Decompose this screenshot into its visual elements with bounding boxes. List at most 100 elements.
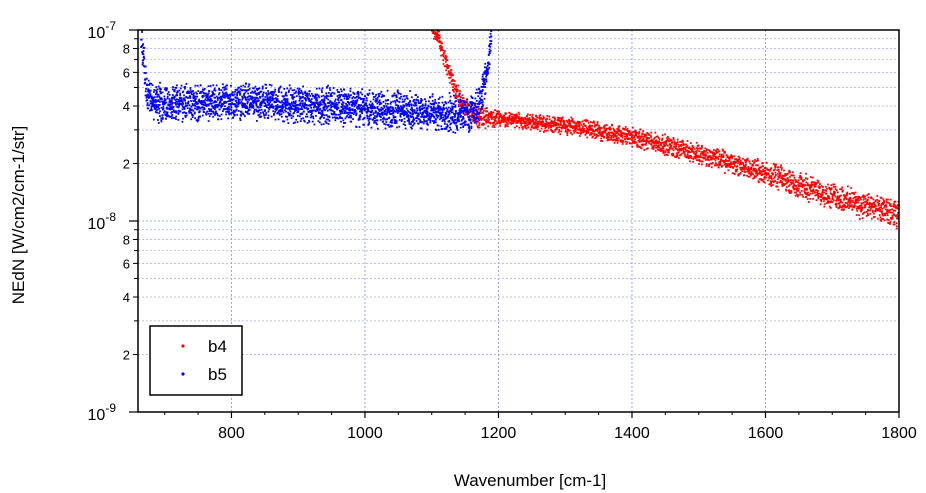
data-point (421, 104, 424, 107)
data-point (701, 160, 704, 163)
data-point (686, 140, 689, 142)
data-point (141, 31, 143, 33)
data-point (841, 206, 844, 208)
data-point (173, 90, 176, 93)
data-point (244, 102, 246, 105)
data-point (291, 89, 294, 92)
data-point (621, 136, 624, 139)
data-point (198, 92, 201, 95)
data-point (426, 112, 429, 115)
data-point (736, 168, 739, 171)
data-point (779, 173, 782, 176)
data-point (329, 109, 332, 112)
data-point (817, 196, 820, 198)
data-point (566, 134, 569, 137)
data-point (259, 91, 262, 94)
data-point (174, 98, 177, 101)
data-point (795, 188, 798, 191)
data-point (860, 198, 862, 201)
data-point (238, 86, 240, 89)
data-point (170, 100, 173, 102)
data-point (636, 132, 639, 134)
data-point (613, 128, 615, 131)
data-point (625, 140, 627, 143)
data-point (491, 111, 493, 114)
data-point (710, 166, 713, 169)
data-point (363, 107, 366, 110)
data-point (239, 117, 241, 120)
data-point (853, 206, 856, 209)
data-point (357, 93, 360, 96)
data-point (650, 138, 653, 141)
data-point (656, 142, 659, 145)
data-point (388, 125, 391, 128)
data-point (346, 95, 349, 98)
data-point (645, 136, 648, 139)
data-point (322, 99, 324, 101)
data-point (765, 167, 768, 170)
data-point (868, 204, 871, 207)
data-point (348, 109, 351, 111)
data-point (328, 87, 331, 89)
data-point (417, 100, 420, 103)
data-point (774, 180, 777, 182)
data-point (883, 219, 886, 222)
data-point (690, 157, 693, 160)
data-point (504, 116, 507, 119)
data-point (637, 137, 640, 139)
data-point (252, 87, 255, 90)
data-point (560, 127, 563, 130)
data-point (655, 135, 658, 138)
data-point (675, 144, 678, 147)
data-point (358, 118, 361, 121)
data-point (550, 121, 553, 124)
data-point (803, 190, 806, 192)
data-point (673, 143, 676, 146)
data-point (294, 110, 296, 113)
data-point (492, 111, 495, 114)
data-point (872, 198, 875, 201)
data-point (321, 87, 324, 90)
data-point (426, 128, 429, 131)
data-point (632, 140, 635, 142)
data-point (726, 155, 729, 158)
data-point (319, 101, 322, 104)
data-point (455, 89, 457, 92)
data-point (382, 120, 385, 123)
data-point (244, 96, 247, 99)
data-point (593, 134, 596, 137)
data-point (577, 132, 580, 134)
data-point (861, 209, 863, 211)
data-point (797, 194, 800, 196)
data-point (857, 201, 860, 204)
data-point (285, 91, 288, 94)
data-point (438, 41, 441, 44)
data-point (739, 162, 742, 164)
data-point (156, 100, 159, 103)
data-point (896, 216, 899, 219)
data-point (247, 95, 250, 98)
data-point (437, 128, 440, 131)
data-point (613, 138, 616, 141)
data-point (309, 116, 312, 119)
data-point (268, 103, 271, 106)
data-point (566, 126, 568, 129)
data-point (337, 99, 340, 102)
data-point (155, 104, 158, 106)
data-point (196, 105, 198, 108)
data-point (224, 92, 227, 95)
data-point (886, 218, 888, 221)
data-point (675, 143, 678, 145)
data-point (280, 113, 283, 116)
data-point (255, 102, 258, 104)
data-point (144, 65, 147, 68)
data-point (197, 105, 200, 108)
data-point (431, 109, 433, 112)
data-point (432, 30, 435, 33)
data-point (173, 95, 176, 98)
data-point (426, 122, 429, 124)
data-point (619, 139, 622, 142)
data-point (394, 107, 397, 109)
data-point (215, 100, 218, 103)
data-point (537, 122, 540, 125)
